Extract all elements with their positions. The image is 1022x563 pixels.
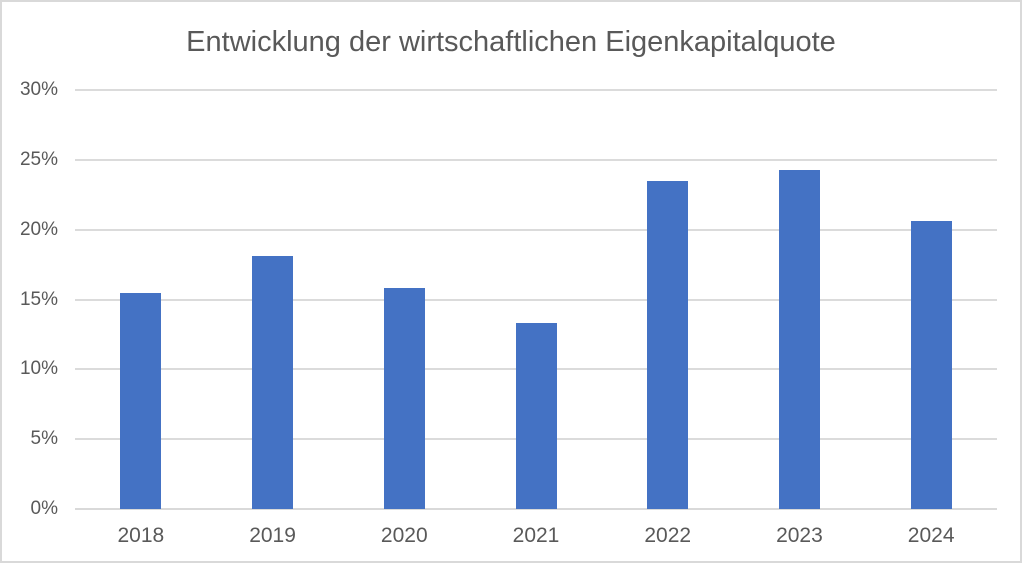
bar-2023 — [778, 169, 820, 509]
y-tick-label: 30% — [19, 79, 58, 100]
bar-2021 — [515, 323, 557, 509]
chart-title: Entwicklung der wirtschaftlichen Eigenka… — [186, 26, 836, 58]
bar-2020 — [383, 288, 425, 509]
y-tick-label: 0% — [30, 498, 58, 519]
y-tick-label: 25% — [19, 148, 58, 170]
bar-2024 — [910, 221, 952, 509]
x-tick-label: 2020 — [380, 524, 428, 547]
bar-2022 — [647, 180, 689, 509]
y-tick-label: 20% — [19, 218, 58, 240]
x-tick-label: 2023 — [776, 524, 823, 547]
gridline — [75, 158, 997, 161]
x-axis-line — [75, 508, 997, 510]
y-tick-label: 15% — [19, 288, 58, 310]
gridline — [75, 89, 997, 91]
bar-2018 — [120, 292, 162, 509]
bar-2019 — [252, 256, 294, 509]
gridline — [75, 228, 997, 231]
x-tick-label: 2021 — [512, 524, 560, 547]
y-tick-label: 10% — [19, 358, 58, 380]
x-tick-label: 2024 — [907, 524, 955, 547]
x-tick-label: 2018 — [117, 524, 165, 547]
y-tick-label: 5% — [30, 428, 58, 450]
gridline — [75, 298, 997, 301]
x-tick-label: 2019 — [249, 524, 296, 547]
x-tick-label: 2022 — [644, 524, 692, 547]
